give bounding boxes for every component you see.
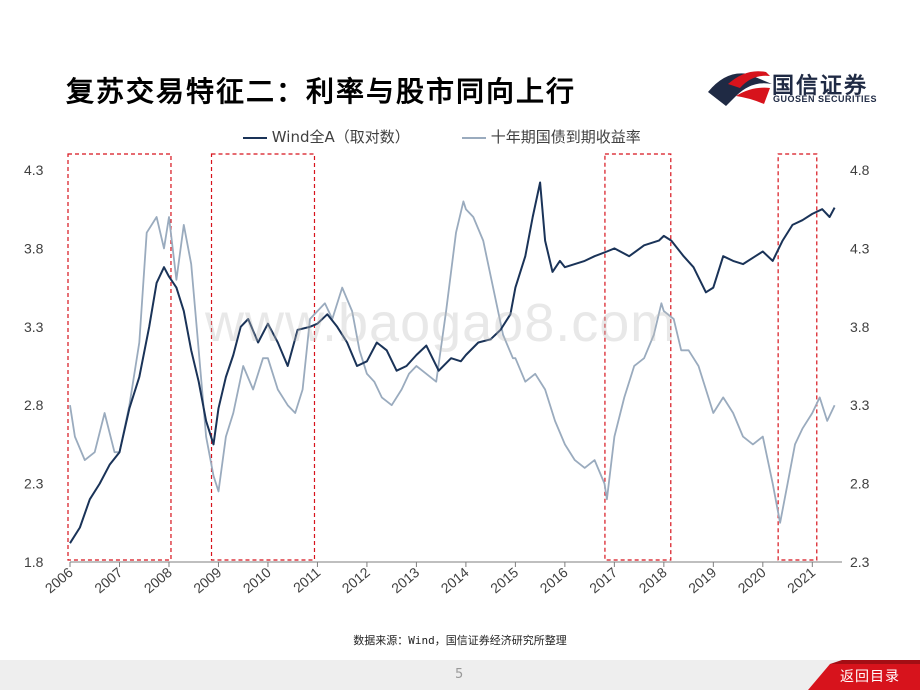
series-lines	[69, 181, 836, 544]
line-chart: 1.8 2.3 2.8 3.3 3.8 4.3 2.3 2.8 3.3 3.8 4.3 4.8 20…	[24, 153, 870, 596]
legend-label-bond: 十年期国债到期收益率	[490, 128, 641, 146]
x-tick-label: 2017	[586, 564, 620, 596]
y-right-tick-label: 2.3	[850, 554, 870, 570]
highlight-box-3	[604, 153, 672, 561]
legend-item-bond: 十年期国债到期收益率	[462, 126, 641, 147]
y-right-tick-label: 4.3	[850, 240, 870, 256]
legend-swatch-wind	[243, 136, 267, 139]
x-tick-label: 2011	[290, 564, 324, 596]
x-axis: 2006 2007 2008 2009 2010 2011 2012 2013 2014 2015…	[42, 561, 842, 596]
x-tick-label: 2013	[388, 564, 422, 596]
x-tick-label: 2021	[784, 564, 818, 596]
y-axis-right: 2.3 2.8 3.3 3.8 4.3 4.8	[850, 162, 870, 570]
legend-label-wind: Wind全A（取对数）	[271, 128, 410, 146]
x-tick-label: 2010	[240, 564, 274, 596]
y-left-tick-label: 2.8	[24, 397, 44, 413]
x-tick-label: 2012	[339, 564, 373, 596]
logo-english-name: GUOSEN SECURITIES	[773, 94, 878, 104]
footer-bar	[0, 660, 920, 690]
page-title: 复苏交易特征二：利率与股市同向上行	[66, 75, 577, 108]
data-source-note: 数据来源：Wind，国信证券经济研究所整理	[353, 634, 567, 647]
x-tick-label: 2009	[190, 564, 224, 596]
series-line-wind	[69, 181, 836, 544]
x-tick-label: 2016	[537, 564, 571, 596]
page-number: 5	[455, 667, 464, 682]
y-left-tick-label: 4.3	[24, 162, 44, 178]
y-right-tick-label: 2.8	[850, 476, 870, 492]
y-right-tick-label: 3.3	[850, 397, 870, 413]
x-tick-label: 2007	[91, 564, 125, 596]
highlight-boxes	[67, 153, 818, 561]
x-tick-label: 2014	[438, 564, 472, 596]
highlight-box-4	[777, 153, 818, 561]
y-right-tick-label: 4.8	[850, 162, 870, 178]
x-tick-label: 2015	[487, 564, 521, 596]
x-tick-label: 2008	[141, 564, 175, 596]
x-tick-label: 2020	[735, 564, 769, 596]
y-right-tick-label: 3.8	[850, 319, 870, 335]
guosen-logo-icon	[708, 71, 772, 106]
logo-chinese-name: 国信证券	[772, 74, 869, 99]
x-tick-label: 2019	[685, 564, 719, 596]
highlight-box-1	[67, 153, 172, 561]
legend-swatch-bond	[462, 136, 486, 139]
series-line-bond	[69, 200, 836, 524]
y-left-tick-label: 3.3	[24, 319, 44, 335]
y-axis-left: 1.8 2.3 2.8 3.3 3.8 4.3	[24, 162, 44, 570]
y-left-tick-label: 2.3	[24, 476, 44, 492]
watermark: www.baogao8.com	[205, 293, 677, 353]
legend-item-wind: Wind全A（取对数）	[243, 126, 410, 147]
x-tick-label: 2006	[42, 564, 76, 596]
back-to-contents-label[interactable]: 返回目录	[840, 669, 900, 685]
x-tick-label: 2018	[636, 564, 670, 596]
y-left-tick-label: 3.8	[24, 240, 44, 256]
back-to-contents-button[interactable]	[808, 660, 920, 690]
y-left-tick-label: 1.8	[24, 554, 44, 570]
highlight-box-2	[210, 153, 316, 561]
